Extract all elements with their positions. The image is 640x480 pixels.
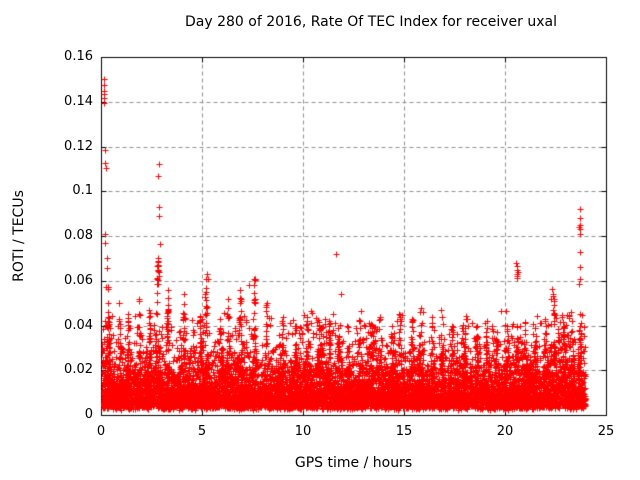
x-tick-label: 0 xyxy=(96,424,106,439)
y-tick-label: 0.04 xyxy=(64,317,93,333)
x-tick-label: 15 xyxy=(395,424,413,439)
y-tick-label: 0.12 xyxy=(64,138,93,154)
chart-title: Day 280 of 2016, Rate Of TEC Index for r… xyxy=(185,14,557,30)
x-tick-label: 25 xyxy=(597,424,615,439)
y-tick-label: 0.08 xyxy=(64,228,93,243)
y-tick-label: 0.14 xyxy=(64,93,93,109)
x-tick-label: 10 xyxy=(294,424,312,439)
y-tick-label: 0 xyxy=(84,407,93,422)
y-tick-label: 0.06 xyxy=(64,272,93,288)
x-axis-label: GPS time / hours xyxy=(294,455,413,471)
y-tick-label: 0.16 xyxy=(64,49,93,64)
y-tick-label: 0.02 xyxy=(64,362,93,378)
y-axis-label: ROTI / TECUs xyxy=(11,190,27,282)
x-tick-label: 5 xyxy=(197,424,207,439)
x-tick-label: 20 xyxy=(496,424,514,439)
y-tick-label: 0.1 xyxy=(72,183,93,199)
